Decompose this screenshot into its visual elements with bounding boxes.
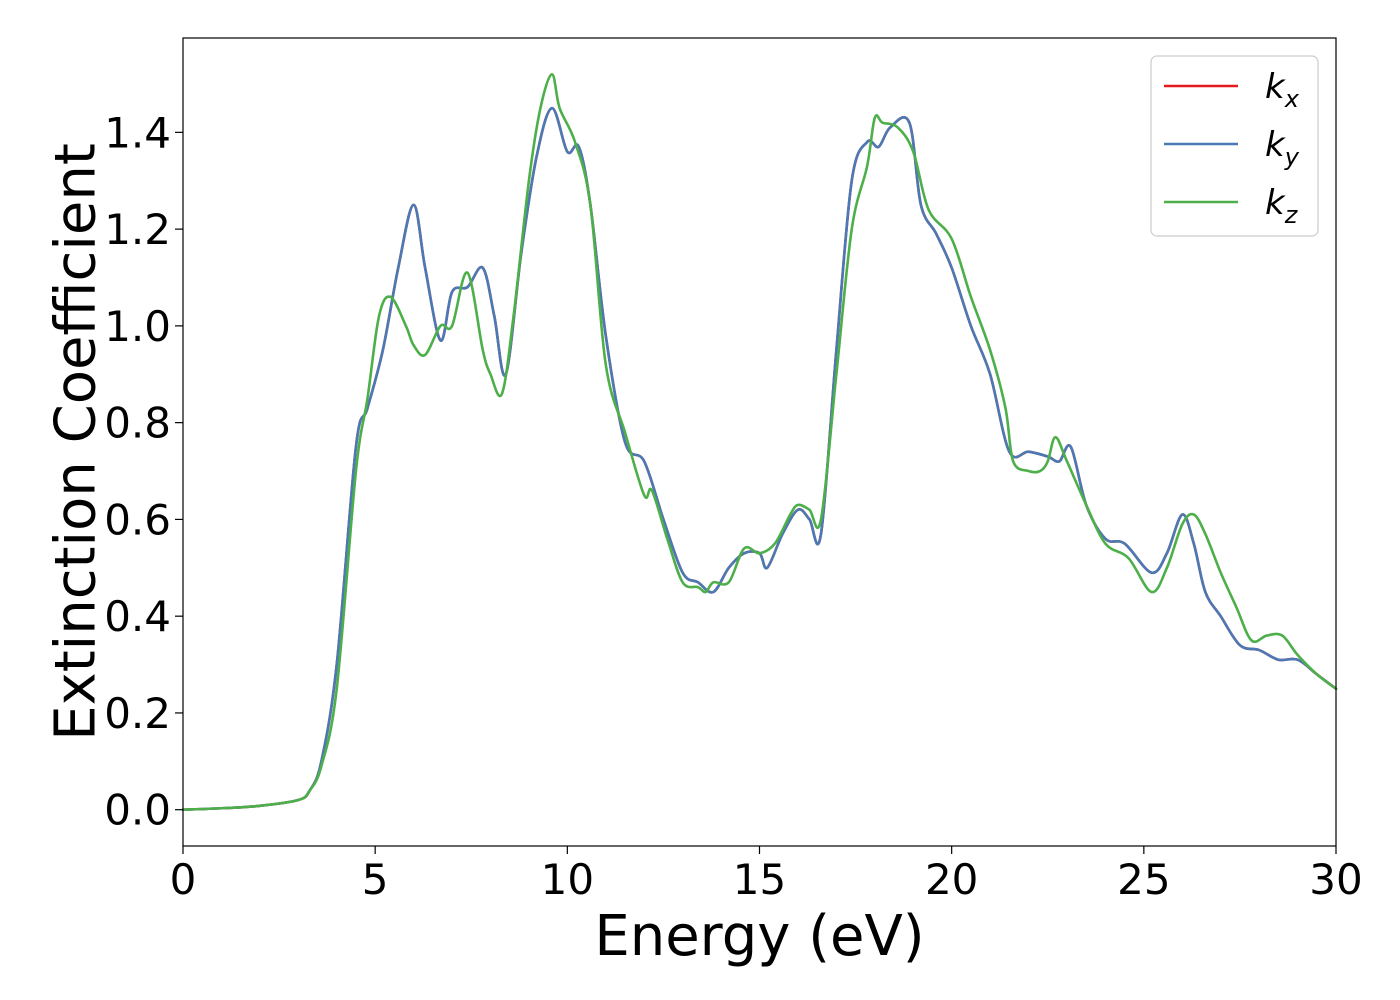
series-line-kz bbox=[181, 72, 1338, 812]
legend-label-kx: kx bbox=[1265, 67, 1300, 113]
x-tick-label: 10 bbox=[541, 855, 594, 904]
y-tick-label: 1.0 bbox=[104, 302, 171, 351]
x-axis-ticks: 0 5 10 15 20 25 30 bbox=[170, 846, 1363, 904]
y-axis-label: Extinction Coefficient bbox=[44, 143, 109, 741]
y-tick-label: 0.4 bbox=[104, 592, 171, 641]
y-tick-label: 0.0 bbox=[104, 786, 171, 835]
plot-lines bbox=[181, 72, 1338, 812]
y-tick-label: 1.2 bbox=[104, 205, 171, 254]
series-line-ky bbox=[181, 106, 1338, 812]
x-tick-label: 20 bbox=[925, 855, 978, 904]
x-tick-label: 30 bbox=[1309, 855, 1362, 904]
x-tick-label: 5 bbox=[362, 855, 389, 904]
legend-label-kz: kz bbox=[1265, 183, 1299, 229]
y-tick-label: 0.6 bbox=[104, 495, 171, 544]
x-axis-label: Energy (eV) bbox=[594, 904, 924, 969]
y-axis-ticks: 0.0 0.2 0.4 0.6 0.8 1.0 1.2 1.4 bbox=[104, 108, 183, 835]
y-tick-label: 0.8 bbox=[104, 399, 171, 448]
legend-label-ky: ky bbox=[1265, 125, 1300, 171]
x-tick-label: 0 bbox=[170, 855, 197, 904]
legend: kx ky kz bbox=[1150, 55, 1319, 237]
y-tick-label: 0.2 bbox=[104, 689, 171, 738]
x-tick-label: 25 bbox=[1117, 855, 1170, 904]
x-tick-label: 15 bbox=[733, 855, 786, 904]
y-tick-label: 1.4 bbox=[104, 108, 171, 157]
legend-box bbox=[1150, 55, 1319, 237]
